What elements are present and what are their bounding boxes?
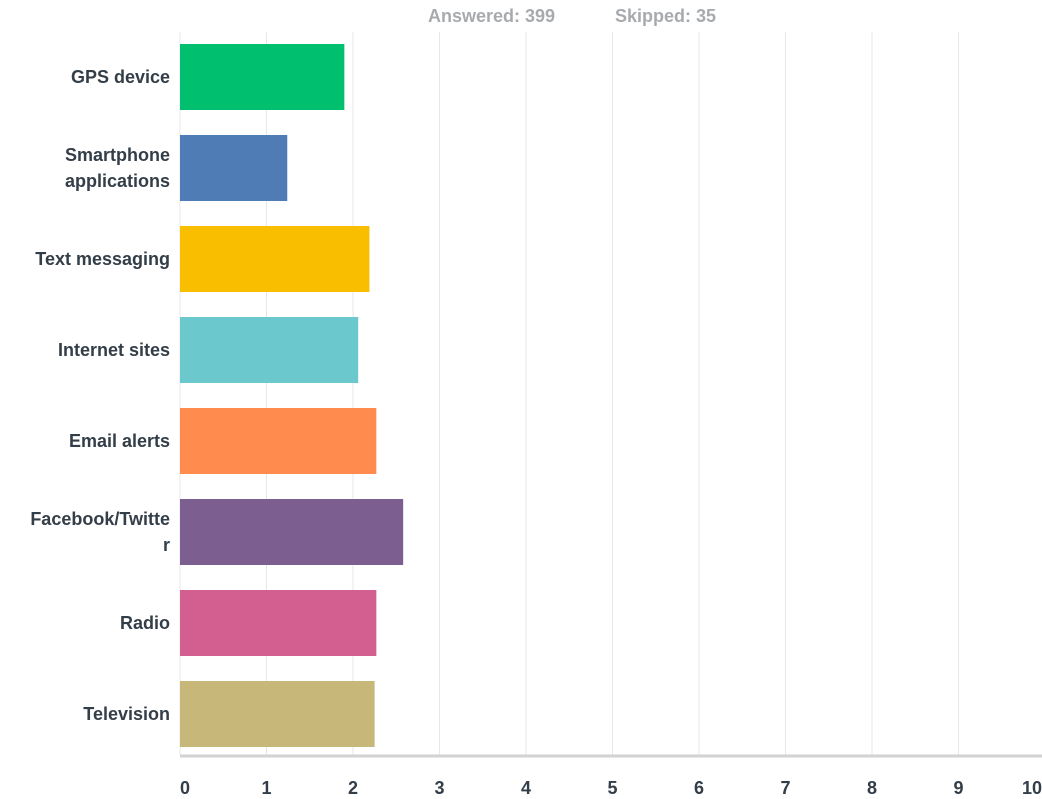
category-label: Smartphone [65,145,170,165]
skipped-count: Skipped: 35 [615,6,717,26]
response-summary: Answered: 399 Skipped: 35 [0,6,1042,32]
x-tick-label: 9 [954,778,964,798]
x-tick-labels: 0 1 2 3 4 5 6 7 8 9 10 [180,778,1042,798]
x-tick-label: 3 [435,778,445,798]
category-label: Radio [120,613,170,633]
answered-count: Answered: 399 [428,6,556,26]
x-tick-label: 5 [608,778,618,798]
category-labels: GPS device Smartphone applications Text mes… [30,67,170,724]
x-tick-label: 0 [180,778,190,798]
x-tick-label: 10 [1022,778,1042,798]
bar [180,499,404,565]
category-label: Facebook/Twitte [30,509,170,529]
bar [180,681,375,747]
bar [180,44,345,110]
category-label: Television [83,704,170,724]
category-label: Email alerts [69,431,170,451]
category-label: r [163,535,170,555]
x-tick-label: 8 [867,778,877,798]
x-tick-label: 7 [781,778,791,798]
bar [180,135,288,201]
x-tick-label: 6 [694,778,704,798]
x-tick-label: 2 [348,778,358,798]
category-label: Internet sites [58,340,170,360]
bar [180,317,359,383]
category-label: GPS device [71,67,170,87]
bar [180,590,377,656]
bar [180,408,377,474]
x-tick-label: 4 [521,778,531,798]
bar [180,226,370,292]
category-label: Text messaging [35,249,170,269]
x-tick-label: 1 [262,778,272,798]
bars [180,44,404,747]
category-label: applications [65,171,170,191]
